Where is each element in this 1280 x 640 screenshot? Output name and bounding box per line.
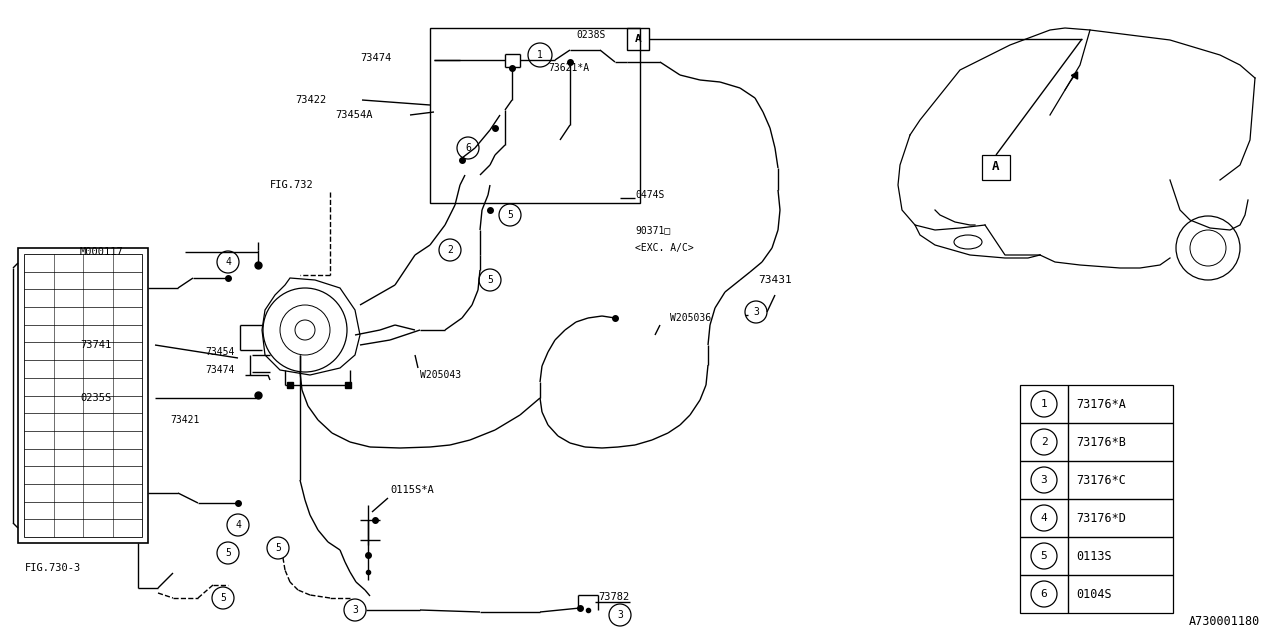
Text: 73782: 73782 [598,592,630,602]
Text: 0104S: 0104S [1076,588,1111,600]
Text: 3: 3 [1041,475,1047,485]
Text: W205036: W205036 [669,313,712,323]
Text: 3: 3 [352,605,358,615]
Text: 6: 6 [465,143,471,153]
Text: 2: 2 [447,245,453,255]
Bar [1020,385,1172,613]
Text: W205043: W205043 [420,370,461,380]
Text: 5: 5 [275,543,280,553]
Text: 3: 3 [617,610,623,620]
Bar [18,248,148,543]
Text: 73474: 73474 [205,365,234,375]
Text: 2: 2 [1041,437,1047,447]
Text: 73176*D: 73176*D [1076,511,1126,525]
Text: 73422: 73422 [294,95,326,105]
Polygon shape [262,278,360,375]
Text: 3: 3 [753,307,759,317]
Text: <EXC. A/C>: <EXC. A/C> [635,243,694,253]
Text: 1: 1 [538,50,543,60]
Text: 73176*A: 73176*A [1076,397,1126,410]
Text: 4: 4 [1041,513,1047,523]
Text: 73454: 73454 [205,347,234,357]
Bar [627,28,649,50]
Text: 5: 5 [220,593,227,603]
Text: 5: 5 [225,548,230,558]
Text: A730001180: A730001180 [1189,615,1260,628]
Text: 0238S: 0238S [576,30,605,40]
Text: A: A [992,161,1000,173]
Text: M000117: M000117 [79,247,124,257]
Text: 5: 5 [488,275,493,285]
Text: 1: 1 [1041,399,1047,409]
Text: 73176*C: 73176*C [1076,474,1126,486]
Text: 73421: 73421 [170,415,200,425]
Bar [430,28,640,203]
Text: FIG.730-3: FIG.730-3 [26,563,81,573]
Text: 6: 6 [1041,589,1047,599]
Text: A: A [635,34,641,44]
Text: 73431: 73431 [758,275,792,285]
Text: FIG.732: FIG.732 [270,180,314,190]
Text: 5: 5 [507,210,513,220]
Text: 73741: 73741 [79,340,111,350]
Text: 0115S*A: 0115S*A [390,485,434,495]
Text: 73454A: 73454A [335,110,372,120]
Text: 0474S: 0474S [635,190,664,200]
Text: 4: 4 [236,520,241,530]
Text: 5: 5 [1041,551,1047,561]
Text: 0235S: 0235S [79,393,111,403]
Text: 73474: 73474 [360,53,392,63]
Text: 73621*A: 73621*A [548,63,589,73]
Text: 90371□: 90371□ [635,225,671,235]
Text: 73176*B: 73176*B [1076,435,1126,449]
Text: 0113S: 0113S [1076,550,1111,563]
Text: 4: 4 [225,257,230,267]
Bar [24,254,142,537]
Bar [982,155,1010,180]
